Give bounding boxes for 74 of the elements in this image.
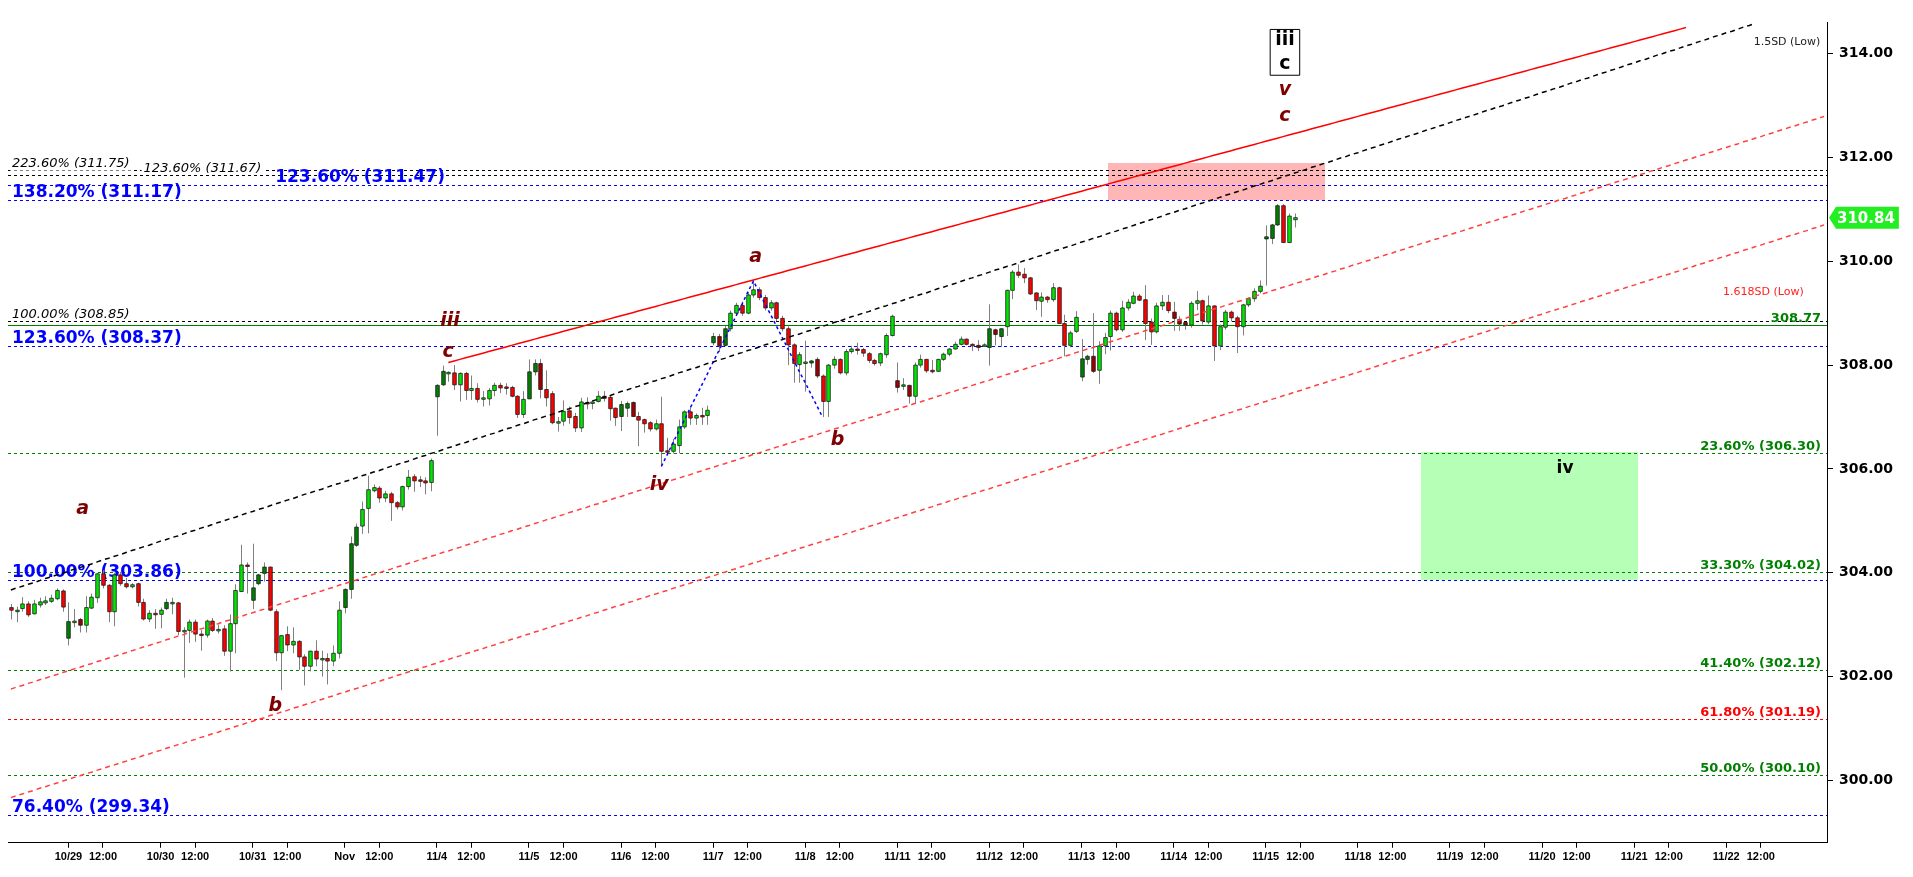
ref-line-label: 123.60% (311.47) [275,165,445,186]
annotation: iv [1556,457,1574,478]
annotation: b [268,692,283,715]
ref-line-label: 50.00% (300.10) [1700,760,1822,776]
ref-line-label: 41.40% (302.12) [1700,655,1822,671]
x-tick-label: 10/30 [146,850,175,863]
ref-line-label: 23.60% (306.30) [1700,438,1822,454]
x-tick-label: 12:00 [1378,850,1407,863]
annotation: 1.618SD (Low) [1722,285,1804,299]
y-tick-label: 310.00 [1839,251,1894,268]
y-tick-label: 306.00 [1839,459,1894,476]
x-tick-label: 12:00 [549,850,578,863]
x-tick-label: 11/20 [1528,850,1556,863]
annotation: iv [649,472,670,495]
ref-line-label: 223.60% (311.75) [12,155,130,171]
x-tick-label: 12:00 [181,850,210,863]
x-tick-label: 11/15 [1252,850,1280,863]
annotation: 1.5SD (Low) [1753,34,1821,48]
line-series [10,224,1825,799]
ref-line-label: 33.30% (304.02) [1700,556,1822,572]
y-tick-label: 312.00 [1839,148,1894,165]
x-tick-label: 12:00 [457,850,486,863]
x-tick-label: Nov [334,850,357,863]
x-tick-label: 12:00 [917,850,946,863]
annotation: a [749,243,763,266]
y-tick-label: 314.00 [1839,44,1894,61]
x-tick-label: 11/4 [426,850,449,863]
y-tick-label: 304.00 [1839,563,1894,580]
x-tick-label: 11/6 [610,850,632,863]
x-tick-label: 12:00 [825,850,854,863]
annotation: c [1279,102,1292,125]
x-tick-label: 11/14 [1160,850,1188,863]
x-tick-label: 12:00 [1562,850,1591,863]
annotation: iii [1275,27,1295,50]
annotation: v [1278,76,1292,99]
x-tick-label: 11/7 [702,850,724,863]
x-tick-label: 12:00 [641,850,670,863]
x-tick-label: 11/13 [1068,850,1096,863]
x-tick-label: 11/11 [884,850,911,863]
ref-line-label: 76.40% (299.34) [12,795,170,816]
x-tick-label: 12:00 [273,850,302,863]
annotation: b [830,426,845,449]
y-tick-label: 300.00 [1839,771,1894,788]
y-tick-label: 308.00 [1839,355,1894,372]
x-tick-label: 11/21 [1620,850,1648,863]
ref-line-label: 123.60% (311.67) [143,159,262,175]
y-tick-label: 302.00 [1839,667,1894,684]
x-tick-label: 12:00 [1286,850,1315,863]
x-tick-label: 12:00 [1470,850,1499,863]
x-tick-label: 11/5 [518,850,540,863]
x-tick-label: 11/19 [1436,850,1464,863]
x-tick-label: 12:00 [1194,850,1223,863]
x-tick-label: 10/29 [54,850,83,863]
text: 310.84 [1837,208,1895,227]
x-tick-label: 11/22 [1712,850,1740,863]
annotation: iii [440,307,461,330]
ref-line-label: 61.80% (301.19) [1700,703,1822,719]
ref-line-label: 308.77 [1770,310,1822,326]
annotation: c [1279,51,1291,74]
x-tick-label: 12:00 [733,850,762,863]
x-tick-label: 10/31 [238,850,267,863]
x-tick-label: 11/8 [794,850,816,863]
x-tick-label: 11/18 [1344,850,1372,863]
ref-line-label: 100.00% (308.85) [12,305,130,321]
x-tick-label: 12:00 [88,850,118,863]
x-tick-label: 12:00 [1009,850,1039,863]
x-tick-label: 12:00 [1654,850,1683,863]
ref-line-label: 123.60% (308.37) [12,326,182,347]
x-tick-label: 12:00 [1746,850,1775,863]
annotation: c [442,339,455,362]
annotation: a [76,495,89,518]
x-tick-label: 12:00 [365,850,394,863]
x-tick-label: 12:00 [1102,850,1131,863]
x-tick-label: 11/12 [975,850,1003,863]
